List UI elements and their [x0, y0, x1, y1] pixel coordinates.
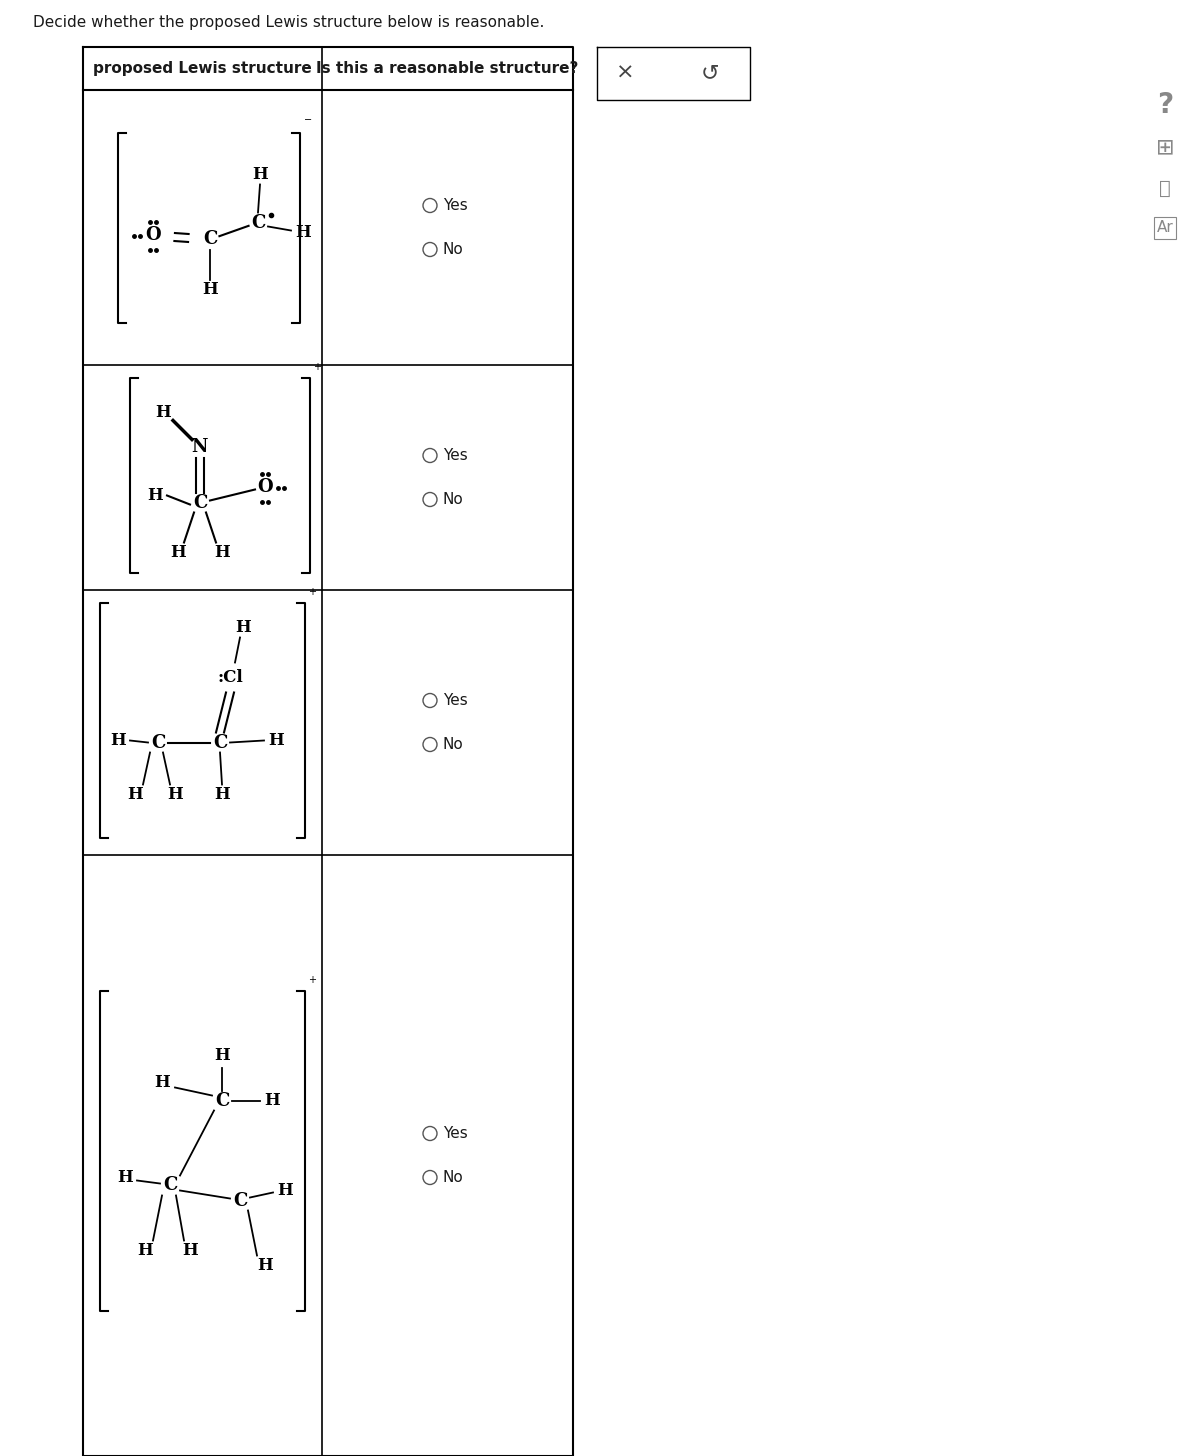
Text: H: H: [295, 224, 311, 242]
Text: $^{+}$: $^{+}$: [308, 587, 317, 600]
Text: C: C: [251, 214, 265, 232]
Text: $^{+}$: $^{+}$: [308, 974, 317, 989]
Text: H: H: [137, 1242, 152, 1259]
Text: H: H: [167, 786, 182, 804]
Text: C: C: [203, 230, 217, 249]
Text: Ar: Ar: [1157, 220, 1174, 236]
Text: H: H: [264, 1092, 280, 1109]
Text: H: H: [127, 786, 143, 804]
Text: H: H: [214, 545, 230, 561]
Text: C: C: [212, 734, 227, 751]
Text: ×: ×: [616, 63, 635, 83]
Text: No: No: [443, 1171, 463, 1185]
Text: H: H: [214, 1047, 230, 1064]
Text: H: H: [154, 1075, 170, 1091]
Text: H: H: [235, 619, 251, 636]
Text: H: H: [155, 403, 170, 421]
Text: N: N: [192, 438, 209, 457]
Text: Yes: Yes: [443, 693, 468, 708]
Text: :Cl: :Cl: [217, 668, 242, 686]
Text: No: No: [443, 492, 463, 507]
Text: C: C: [193, 494, 208, 511]
Text: ?: ?: [1157, 90, 1174, 119]
Text: H: H: [277, 1182, 293, 1198]
Text: H: H: [257, 1257, 272, 1274]
Text: 📊: 📊: [1159, 179, 1171, 198]
Text: $^{-}$: $^{-}$: [302, 116, 312, 131]
Text: ↺: ↺: [701, 63, 719, 83]
Text: No: No: [443, 242, 463, 258]
Text: $^{+}$: $^{+}$: [313, 361, 322, 376]
Text: C: C: [233, 1191, 247, 1210]
Text: ⊞: ⊞: [1156, 138, 1175, 159]
Text: H: H: [148, 486, 163, 504]
Text: Is this a reasonable structure?: Is this a reasonable structure?: [317, 61, 578, 76]
Text: O: O: [257, 479, 272, 496]
Text: H: H: [118, 1169, 133, 1187]
Text: C: C: [163, 1176, 178, 1194]
Text: H: H: [110, 732, 126, 748]
Text: C: C: [215, 1092, 229, 1109]
Text: Yes: Yes: [443, 198, 468, 213]
Text: H: H: [214, 786, 230, 804]
Text: H: H: [170, 545, 186, 561]
Text: H: H: [182, 1242, 198, 1259]
Text: H: H: [252, 166, 268, 183]
Text: Yes: Yes: [443, 1125, 468, 1142]
Text: H: H: [202, 281, 218, 298]
Text: proposed Lewis structure: proposed Lewis structure: [94, 61, 312, 76]
Text: C: C: [151, 734, 166, 751]
Text: Yes: Yes: [443, 448, 468, 463]
Text: H: H: [268, 732, 284, 748]
Text: Decide whether the proposed Lewis structure below is reasonable.: Decide whether the proposed Lewis struct…: [34, 15, 545, 29]
Text: O: O: [145, 227, 161, 245]
Text: No: No: [443, 737, 463, 751]
